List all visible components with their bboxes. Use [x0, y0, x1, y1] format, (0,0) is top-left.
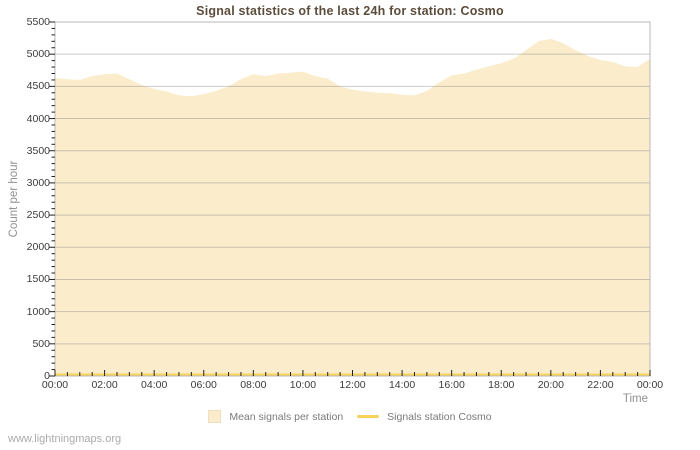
x-tick-label: 10:00 — [289, 379, 317, 391]
chart-legend: Mean signals per station Signals station… — [0, 410, 700, 423]
x-tick-label: 16:00 — [438, 379, 465, 391]
y-tick-label: 2500 — [26, 209, 50, 222]
watermark-link[interactable]: www.lightningmaps.org — [8, 433, 122, 445]
x-tick-label: 04:00 — [141, 379, 168, 391]
legend-label-station-cosmo: Signals station Cosmo — [387, 410, 492, 423]
x-tick-label: 18:00 — [488, 379, 515, 391]
y-tick-label: 5500 — [26, 16, 50, 28]
area-swatch-icon — [208, 410, 222, 423]
legend-item-station-cosmo: Signals station Cosmo — [357, 410, 492, 423]
x-tick-label: 06:00 — [190, 379, 217, 391]
y-tick-label: 5000 — [26, 48, 50, 61]
y-tick-label: 1000 — [26, 305, 50, 318]
legend-label-mean-signals: Mean signals per station — [229, 410, 344, 423]
y-tick-label: 1500 — [26, 273, 50, 286]
x-tick-label: 12:00 — [339, 379, 366, 391]
x-tick-label: 00:00 — [41, 379, 69, 391]
x-tick-label: 02:00 — [91, 379, 118, 391]
y-tick-label: 3000 — [26, 176, 50, 189]
x-axis-title: Time — [622, 393, 648, 405]
y-tick-label: 500 — [32, 337, 50, 350]
x-tick-label: 20:00 — [537, 379, 564, 391]
mean-signals-area — [55, 38, 650, 376]
x-tick-label: 00:00 — [636, 379, 664, 391]
y-axis-title: Count per hour — [8, 160, 20, 238]
y-tick-label: 0 — [44, 370, 50, 382]
y-tick-label: 4000 — [26, 112, 50, 125]
chart-title: Signal statistics of the last 24h for st… — [196, 4, 504, 18]
y-tick-label: 2000 — [26, 241, 50, 254]
line-swatch-icon — [357, 415, 380, 418]
x-tick-label: 08:00 — [240, 379, 267, 391]
y-tick-label: 3500 — [26, 144, 50, 157]
legend-item-mean-signals: Mean signals per station — [208, 410, 343, 423]
y-tick-label: 4500 — [26, 80, 50, 93]
x-tick-label: 22:00 — [587, 379, 614, 391]
x-tick-label: 14:00 — [388, 379, 416, 391]
